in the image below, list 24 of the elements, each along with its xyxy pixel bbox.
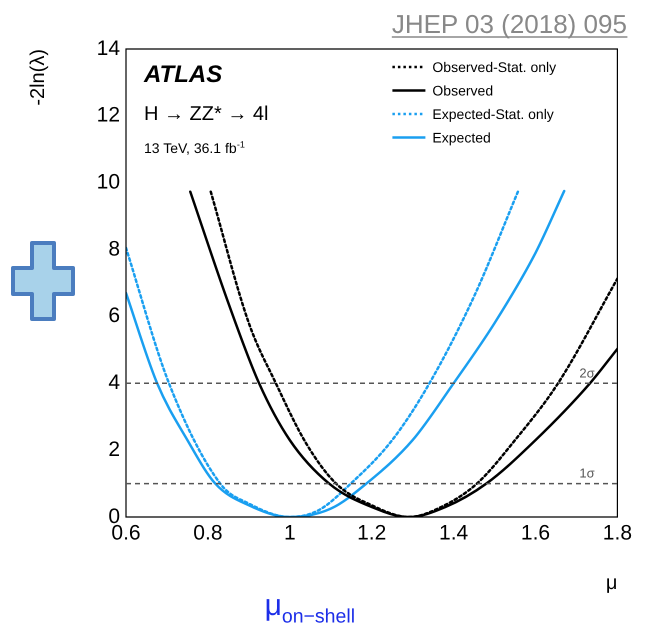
- ref-line-label: 1σ: [579, 466, 595, 481]
- x-tick-label: 1.6: [520, 521, 550, 544]
- x-tick-label: 1.2: [357, 521, 386, 544]
- y-tick-label: 12: [96, 104, 120, 127]
- legend-label: Observed: [432, 82, 494, 98]
- y-tick-label: 14: [96, 36, 120, 60]
- annotation: H → ZZ* → 4l: [144, 103, 268, 125]
- x-tick-label: 0.8: [193, 521, 222, 544]
- x-axis-title: μ: [606, 572, 618, 594]
- y-tick-label: 2: [108, 438, 120, 461]
- y-tick-label: 8: [108, 237, 120, 260]
- y-tick-label: 10: [96, 170, 120, 194]
- text: JHEP 03 (2018) 095: [392, 9, 627, 39]
- x-tick-label: 1.8: [602, 521, 632, 544]
- x-tick-label: 1: [284, 521, 296, 544]
- y-axis-title: -2ln(λ): [27, 49, 49, 106]
- y-tick-label: 4: [108, 371, 120, 394]
- legend-label: Expected: [432, 130, 491, 146]
- y-tick-label: 6: [108, 304, 120, 328]
- x-tick-label: 1.4: [439, 521, 469, 544]
- legend-label: Expected-Stat. only: [432, 106, 554, 122]
- annotation: ATLAS: [143, 61, 222, 88]
- ref-line-label: 2σ: [579, 365, 595, 380]
- legend-label: Observed-Stat. only: [432, 59, 556, 75]
